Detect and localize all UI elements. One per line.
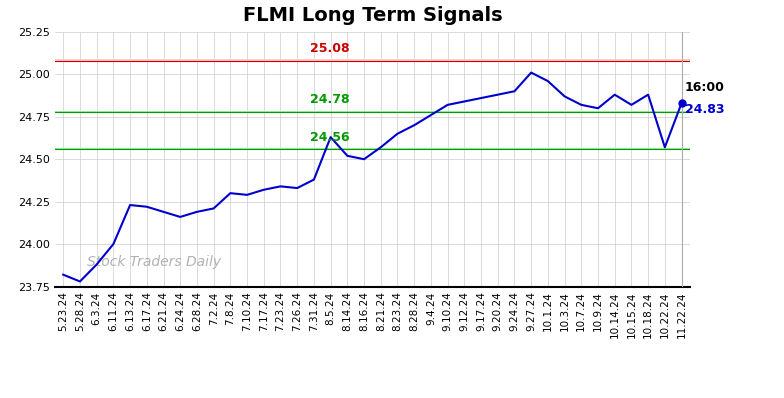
Text: 24.83: 24.83 [685, 103, 724, 116]
Title: FLMI Long Term Signals: FLMI Long Term Signals [242, 6, 503, 25]
Text: Stock Traders Daily: Stock Traders Daily [86, 255, 221, 269]
Bar [55, 111, 690, 113]
Text: 24.78: 24.78 [310, 93, 350, 106]
Bar [55, 148, 690, 150]
Bar [55, 59, 690, 62]
Text: 16:00: 16:00 [685, 81, 724, 94]
Text: 25.08: 25.08 [310, 42, 350, 55]
Text: 24.56: 24.56 [310, 131, 350, 144]
